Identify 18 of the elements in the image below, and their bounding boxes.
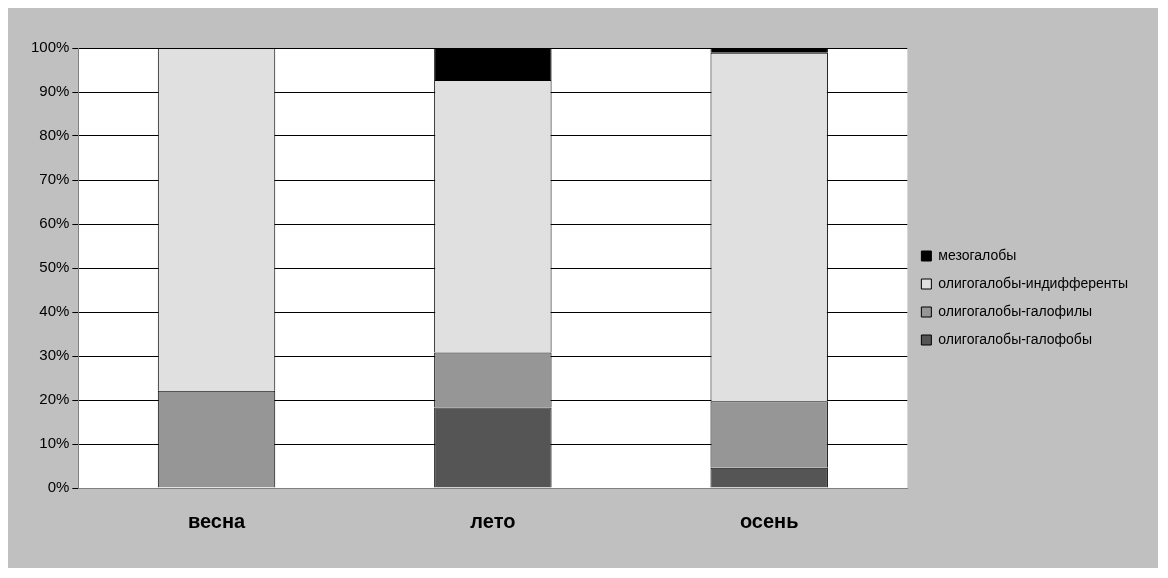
legend-label: олигогалобы-галофилы	[938, 302, 1093, 319]
y-tick-label: 20%	[39, 390, 70, 408]
y-tick-label: 0%	[47, 478, 70, 496]
legend-label: олигогалобы-индифференты	[938, 274, 1128, 291]
legend-label: мезогалобы	[938, 246, 1017, 263]
y-tick-label: 100%	[30, 38, 70, 56]
y-tick-label: 70%	[39, 170, 70, 188]
y-tick-label: 60%	[39, 214, 70, 232]
y-tick-label: 40%	[39, 302, 70, 320]
y-tick-label: 90%	[39, 82, 70, 100]
y-tick-label: 50%	[39, 258, 70, 276]
x-tick-label: лето	[470, 509, 516, 532]
y-tick-label: 10%	[39, 434, 70, 452]
legend-label: олигогалобы-галофобы	[938, 330, 1092, 347]
y-tick-label: 30%	[39, 346, 70, 364]
y-tick-label: 80%	[39, 126, 70, 144]
x-tick-label: осень	[739, 509, 799, 532]
x-tick-label: весна	[187, 509, 247, 532]
